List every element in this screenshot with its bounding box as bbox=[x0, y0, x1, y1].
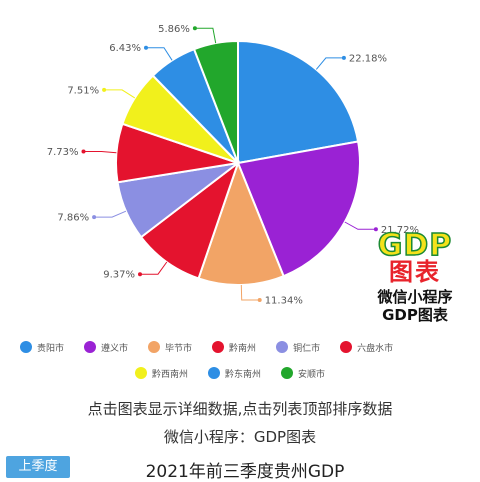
legend-label: 六盘水市 bbox=[357, 343, 394, 354]
legend-swatch bbox=[208, 367, 221, 379]
legend-label: 贵阳市 bbox=[37, 343, 65, 354]
legend-swatch bbox=[281, 367, 294, 379]
label-dot-2 bbox=[373, 227, 378, 232]
watermark-logo: GDP 图表 微信小程序 GDP图表 bbox=[360, 228, 470, 324]
legend-label: 毕节市 bbox=[165, 343, 193, 354]
legend-item[interactable]: 六盘水市 bbox=[340, 340, 393, 354]
slice-percent-label: 7.51% bbox=[67, 85, 99, 96]
label-dot-7 bbox=[102, 87, 107, 92]
label-leader-4 bbox=[140, 261, 168, 275]
label-dot-8 bbox=[144, 45, 148, 50]
legend-swatch bbox=[135, 367, 147, 379]
pie-slice-2[interactable] bbox=[236, 140, 361, 278]
legend-item[interactable]: 黔东南州 bbox=[208, 366, 261, 380]
slice-percent-label: 21.72% bbox=[381, 225, 419, 236]
legend-item[interactable]: 毕节市 bbox=[148, 340, 192, 354]
legend-label: 黔东南州 bbox=[225, 369, 262, 380]
legend-swatch bbox=[276, 341, 289, 353]
pie-slice-3[interactable] bbox=[197, 160, 285, 286]
watermark-chart-text: 图表 bbox=[389, 258, 441, 286]
label-dot-6 bbox=[81, 149, 86, 154]
label-leader-3 bbox=[240, 284, 260, 301]
label-leader-2 bbox=[344, 221, 376, 230]
label-leader-7 bbox=[104, 89, 136, 99]
label-leader-6 bbox=[83, 151, 117, 154]
watermark-line-1: 微信小程序 bbox=[377, 288, 453, 306]
legend-item[interactable]: 贵阳市 bbox=[20, 340, 64, 354]
legend-swatch bbox=[20, 341, 32, 353]
label-leader-1 bbox=[315, 57, 344, 70]
legend-item[interactable]: 安顺市 bbox=[281, 366, 325, 380]
legend-swatch bbox=[212, 341, 225, 353]
pie-chart[interactable]: 22.18% 21.72% 11.34% 9.37% 7.86% 7.73% 7.51% 6.… bbox=[0, 0, 480, 340]
pie-slices bbox=[115, 39, 361, 286]
legend-item[interactable]: 黔西南州 bbox=[135, 366, 188, 380]
legend-label: 遵义市 bbox=[101, 343, 129, 354]
watermark-gdp-text: GDP bbox=[377, 228, 453, 263]
slice-percent-label: 22.18% bbox=[349, 53, 387, 64]
legend-item[interactable]: 黔南州 bbox=[212, 340, 256, 354]
pie-slice-1[interactable] bbox=[237, 39, 360, 165]
label-dot-4 bbox=[138, 272, 142, 277]
slice-percent-label: 7.73% bbox=[47, 147, 79, 158]
slice-percent-label: 5.86% bbox=[158, 24, 190, 35]
hint-text: 点击图表显示详细数据,点击列表顶部排序数据 bbox=[87, 400, 393, 418]
label-dot-9 bbox=[192, 26, 197, 31]
legend-label: 安顺市 bbox=[298, 369, 326, 380]
legend-label: 黔西南州 bbox=[152, 369, 189, 380]
label-leaders bbox=[81, 26, 378, 302]
slice-percent-label: 11.34% bbox=[265, 296, 303, 307]
label-dot-3 bbox=[257, 298, 262, 302]
legend-item[interactable]: 遵义市 bbox=[84, 340, 128, 354]
label-leader-8 bbox=[146, 47, 173, 61]
legend-swatch bbox=[340, 341, 353, 353]
slice-percent-label: 7.86% bbox=[57, 213, 89, 224]
label-dot-1 bbox=[341, 55, 346, 60]
miniapp-text: 微信小程序：GDP图表 bbox=[163, 428, 317, 446]
slice-labels: 22.18% 21.72% 11.34% 9.37% 7.86% 7.73% 7.51% 6.… bbox=[47, 24, 419, 307]
label-leader-5 bbox=[94, 210, 127, 218]
watermark-line-2: GDP图表 bbox=[382, 306, 448, 324]
watermark-caption: 微信小程序 GDP图表 bbox=[360, 288, 470, 324]
legend: 贵阳市 遵义市 毕节市 黔南州 铜仁市 六盘水市黔西南州 黔东南州 安顺市 bbox=[20, 340, 480, 380]
slice-percent-label: 9.37% bbox=[103, 270, 135, 281]
previous-quarter-button[interactable]: 上季度 bbox=[6, 456, 70, 478]
chart-title: 2021年前三季度贵州GDP bbox=[145, 462, 345, 482]
legend-label: 黔南州 bbox=[229, 343, 257, 354]
legend-item[interactable]: 铜仁市 bbox=[276, 340, 320, 354]
label-leader-9 bbox=[194, 27, 217, 44]
label-dot-5 bbox=[92, 215, 97, 220]
legend-swatch bbox=[84, 341, 97, 353]
legend-label: 铜仁市 bbox=[293, 343, 321, 354]
slice-percent-label: 6.43% bbox=[109, 43, 141, 54]
legend-swatch bbox=[148, 341, 161, 353]
pie-slice-9[interactable] bbox=[192, 39, 239, 164]
